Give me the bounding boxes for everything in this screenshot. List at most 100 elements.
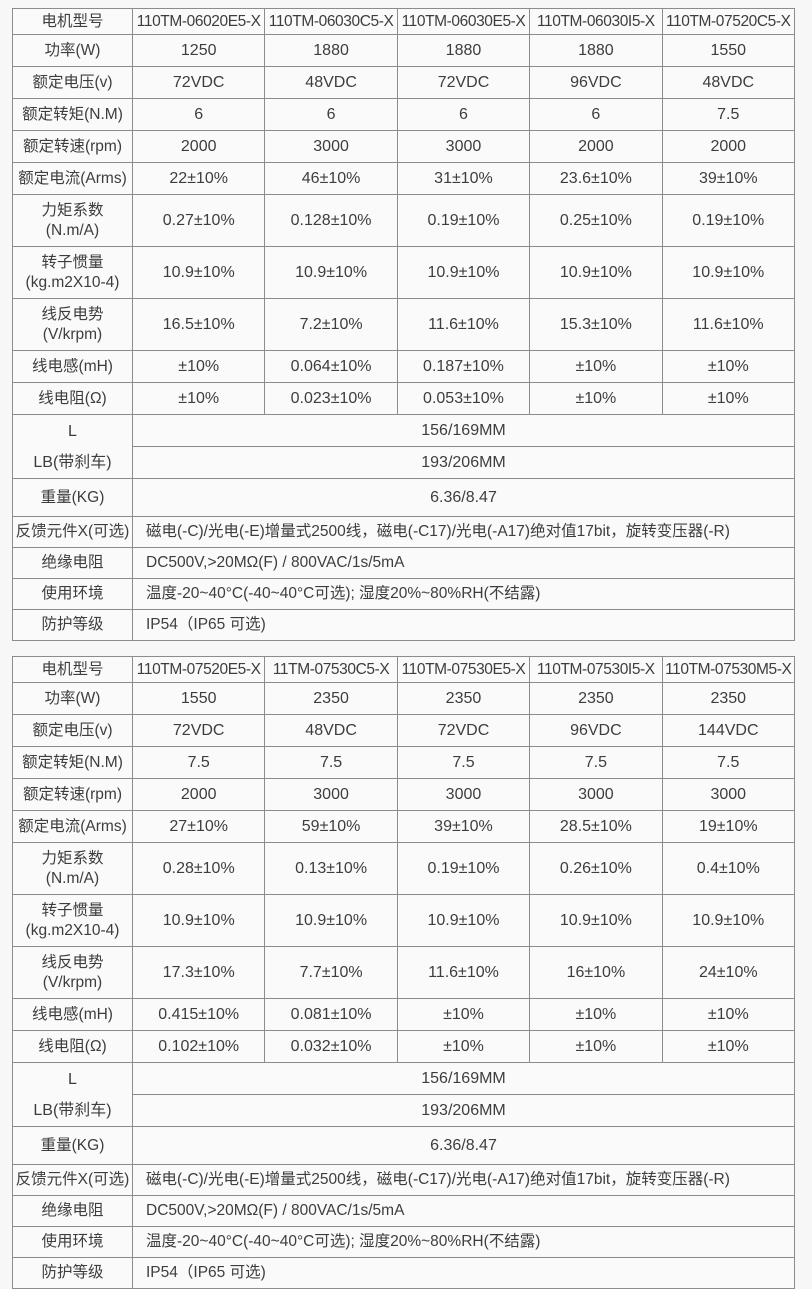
table-row: 额定转速(rpm) 2000 3000 3000 3000 3000 — [12, 778, 796, 811]
table-row: 防护等级 IP54（IP65 可选) — [12, 1257, 795, 1289]
full-value-cell: 温度-20~40°C(-40~40°C可选); 湿度20%~80%RH(不结露) — [132, 1226, 795, 1258]
spec-value-cell: 10.9±10% — [661, 246, 796, 299]
spec-value-cell: 16.5±10% — [131, 298, 266, 351]
spec-value-cell: 10.9±10% — [529, 246, 663, 299]
spec-value-cell: 48VDC — [661, 66, 796, 99]
spec-value-cell: 10.9±10% — [131, 894, 266, 947]
full-value-cell: 温度-20~40°C(-40~40°C可选); 湿度20%~80%RH(不结露) — [132, 578, 795, 610]
model-header-cell: 110TM-06030C5-X — [264, 8, 398, 35]
table-row: 重量(KG) 6.36/8.47 — [12, 478, 795, 517]
spec-value-cell: 3000 — [529, 778, 663, 811]
row-label-cell: 额定转矩(N.M) — [12, 746, 133, 779]
spec-value-cell: 7.5 — [661, 98, 796, 131]
dim-label-cell: L LB(带刹车) — [12, 414, 133, 479]
row-label-cell: 力矩系数 (N.m/A) — [12, 194, 133, 247]
spec-value-cell: 2000 — [131, 130, 266, 163]
spec-value-cell: 39±10% — [396, 810, 531, 843]
full-value-cell: 磁电(-C)/光电(-E)增量式2500线，磁电(-C17)/光电(-A17)绝… — [132, 516, 795, 548]
spec-value-cell: 0.19±10% — [661, 194, 796, 247]
row-label-cell: 重量(KG) — [12, 478, 133, 517]
spec-value-cell: 3000 — [396, 130, 531, 163]
model-row-label: 电机型号 — [12, 8, 133, 35]
spec-value-cell: 3000 — [661, 778, 796, 811]
model-header-cell: 110TM-07520E5-X — [131, 656, 266, 683]
row-label-cell: 使用环境 — [12, 1226, 133, 1258]
model-header-cell: 110TM-06030E5-X — [396, 8, 531, 35]
dim-value-cell: 193/206MM — [132, 446, 795, 479]
full-value-cell: DC500V,>20MΩ(F) / 800VAC/1s/5mA — [132, 547, 795, 579]
model-header-cell: 110TM-07530I5-X — [529, 656, 663, 683]
spec-value-cell: 72VDC — [131, 714, 266, 747]
table-row: 线电感(mH) ±10% 0.064±10% 0.187±10% ±10% ±10% — [12, 350, 796, 383]
row-label-cell: 绝缘电阻 — [12, 1195, 133, 1227]
motor-spec-table-1: 电机型号 110TM-06020E5-X 110TM-06030C5-X 110TM-… — [12, 8, 796, 641]
spec-value-cell: 0.27±10% — [131, 194, 266, 247]
spec-value-cell: 46±10% — [264, 162, 398, 195]
spec-value-cell: 1880 — [529, 34, 663, 67]
spec-value-cell: 15.3±10% — [529, 298, 663, 351]
dim-value-cell: 193/206MM — [132, 1094, 795, 1127]
table-row: 使用环境 温度-20~40°C(-40~40°C可选); 湿度20%~80%RH(… — [12, 1226, 795, 1258]
spec-value-cell: 10.9±10% — [264, 894, 398, 947]
dim-value-cell: 156/169MM — [132, 414, 795, 447]
row-label-cell: 额定电压(v) — [12, 714, 133, 747]
spec-value-cell: 1880 — [396, 34, 531, 67]
spec-value-cell: 1250 — [131, 34, 266, 67]
dim-label-length: L — [68, 422, 77, 440]
table-row: 额定电流(Arms) 22±10% 46±10% 31±10% 23.6±10% 39±1… — [12, 162, 796, 195]
row-label-cell: 额定转速(rpm) — [12, 778, 133, 811]
spec-value-cell: ±10% — [661, 1030, 796, 1063]
spec-value-cell: ±10% — [396, 1030, 531, 1063]
spec-value-cell: 0.053±10% — [396, 382, 531, 415]
dim-label-length-brake: LB(带刹车) — [33, 453, 112, 471]
table-row: 线电感(mH) 0.415±10% 0.081±10% ±10% ±10% ±10% — [12, 998, 796, 1031]
spec-value-cell: ±10% — [529, 998, 663, 1031]
row-label-cell: 转子惯量 (kg.m2X10-4) — [12, 894, 133, 947]
spec-value-cell: ±10% — [529, 1030, 663, 1063]
spec-value-cell: 11.6±10% — [396, 946, 531, 999]
row-label-cell: 使用环境 — [12, 578, 133, 610]
dim-value-cell: 156/169MM — [132, 1062, 795, 1095]
spec-value-cell: 31±10% — [396, 162, 531, 195]
spec-value-cell: 1550 — [661, 34, 796, 67]
dim-label-length-brake: LB(带刹车) — [33, 1101, 112, 1119]
spec-value-cell: 0.28±10% — [131, 842, 266, 895]
spec-value-cell: 7.5 — [264, 746, 398, 779]
full-value-cell: 6.36/8.47 — [132, 1126, 795, 1165]
spec-value-cell: 3000 — [264, 778, 398, 811]
spec-value-cell: 22±10% — [131, 162, 266, 195]
spec-value-cell: 27±10% — [131, 810, 266, 843]
spec-value-cell: 0.128±10% — [264, 194, 398, 247]
row-label-cell: 重量(KG) — [12, 1126, 133, 1165]
spec-value-cell: 24±10% — [661, 946, 796, 999]
spec-value-cell: 2350 — [264, 682, 398, 715]
table-row: 功率(W) 1250 1880 1880 1880 1550 — [12, 34, 796, 67]
spec-value-cell: 23.6±10% — [529, 162, 663, 195]
table-row: 额定电流(Arms) 27±10% 59±10% 39±10% 28.5±10% 19±1… — [12, 810, 796, 843]
row-label-cell: 额定转矩(N.M) — [12, 98, 133, 131]
spec-value-cell: ±10% — [529, 350, 663, 383]
spec-value-cell: 0.13±10% — [264, 842, 398, 895]
spec-value-cell: 0.25±10% — [529, 194, 663, 247]
spec-value-cell: 0.064±10% — [264, 350, 398, 383]
spec-value-cell: 10.9±10% — [131, 246, 266, 299]
table-row: 线电阻(Ω) 0.102±10% 0.032±10% ±10% ±10% ±10% — [12, 1030, 796, 1063]
full-value-cell: 6.36/8.47 — [132, 478, 795, 517]
spec-value-cell: ±10% — [661, 998, 796, 1031]
spec-value-cell: 7.5 — [529, 746, 663, 779]
table-row: 额定转矩(N.M) 6 6 6 6 7.5 — [12, 98, 796, 131]
spec-value-cell: ±10% — [131, 350, 266, 383]
spec-value-cell: 2000 — [131, 778, 266, 811]
table-row: 额定电压(v) 72VDC 48VDC 72VDC 96VDC 144VDC — [12, 714, 796, 747]
spec-value-cell: ±10% — [131, 382, 266, 415]
table-row: 线反电势 (V/krpm) 16.5±10% 7.2±10% 11.6±10% 15.3… — [12, 298, 796, 351]
row-label-cell: 线电感(mH) — [12, 350, 133, 383]
table-row: 电机型号 110TM-06020E5-X 110TM-06030C5-X 110TM-… — [12, 8, 796, 35]
full-value-cell: DC500V,>20MΩ(F) / 800VAC/1s/5mA — [132, 1195, 795, 1227]
table-row: 绝缘电阻 DC500V,>20MΩ(F) / 800VAC/1s/5mA — [12, 547, 795, 579]
row-label-cell: 额定转速(rpm) — [12, 130, 133, 163]
row-label-cell: 绝缘电阻 — [12, 547, 133, 579]
row-label-cell: 额定电流(Arms) — [12, 162, 133, 195]
table-row: 使用环境 温度-20~40°C(-40~40°C可选); 湿度20%~80%RH(… — [12, 578, 795, 610]
